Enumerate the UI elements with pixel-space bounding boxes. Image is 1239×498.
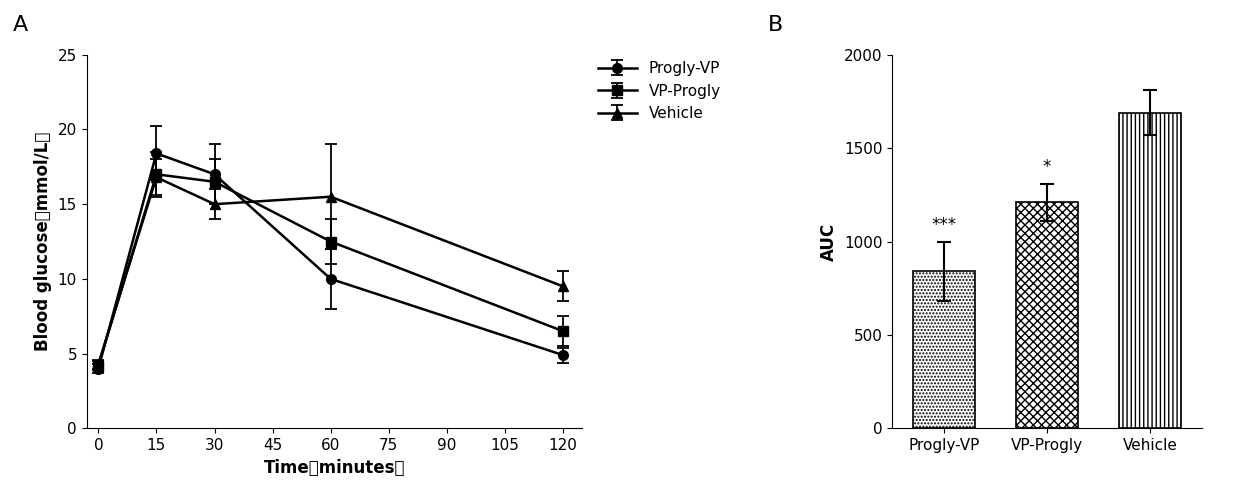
Text: B: B: [768, 15, 783, 35]
Bar: [913, 271, 975, 428]
Text: ***: ***: [932, 216, 957, 234]
Y-axis label: Blood glucose（mmol/L）: Blood glucose（mmol/L）: [35, 132, 52, 351]
Text: A: A: [12, 15, 27, 35]
X-axis label: Time（minutes）: Time（minutes）: [264, 459, 405, 477]
Text: *: *: [1043, 158, 1051, 176]
Y-axis label: AUC: AUC: [820, 223, 839, 260]
Bar: [1119, 113, 1181, 428]
Bar: [1016, 202, 1078, 428]
Legend: Progly-VP, VP-Progly, Vehicle: Progly-VP, VP-Progly, Vehicle: [592, 55, 727, 127]
